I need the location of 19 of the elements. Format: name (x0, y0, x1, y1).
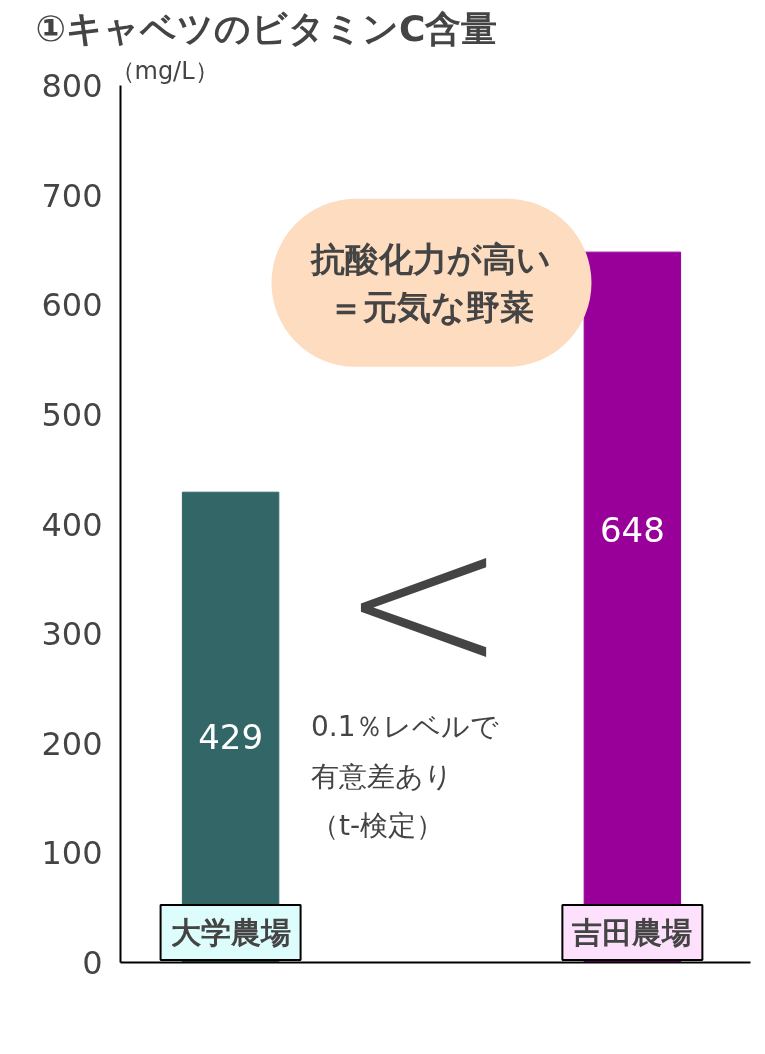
y-tick-label: 200 (41, 724, 103, 763)
y-tick-label: 500 (41, 395, 103, 434)
y-tick-label: 600 (41, 286, 103, 325)
annotation: 有意差あり (310, 759, 453, 793)
x-tick-label: 吉田農場 (571, 915, 693, 950)
annotation: 抗酸化力が高い (310, 238, 552, 279)
y-tick-label: 300 (41, 615, 103, 654)
data-label: 648 (599, 509, 665, 550)
y-tick-label: 800 (41, 67, 103, 105)
y-tick-label: 100 (41, 834, 103, 873)
annotation: ＝元気な野菜 (328, 286, 534, 327)
annotation: （t-検定） (310, 808, 445, 842)
x-tick-label: 大学農場 (170, 915, 291, 950)
y-tick-label: 700 (41, 176, 103, 215)
y-axis-title: （mg/L） (110, 56, 219, 85)
data-label: 429 (198, 717, 264, 758)
y-tick-label: 400 (41, 505, 103, 544)
chart-title: ①キャベツのビタミンC含量 (35, 7, 498, 49)
y-tick-label: 0 (82, 944, 103, 982)
